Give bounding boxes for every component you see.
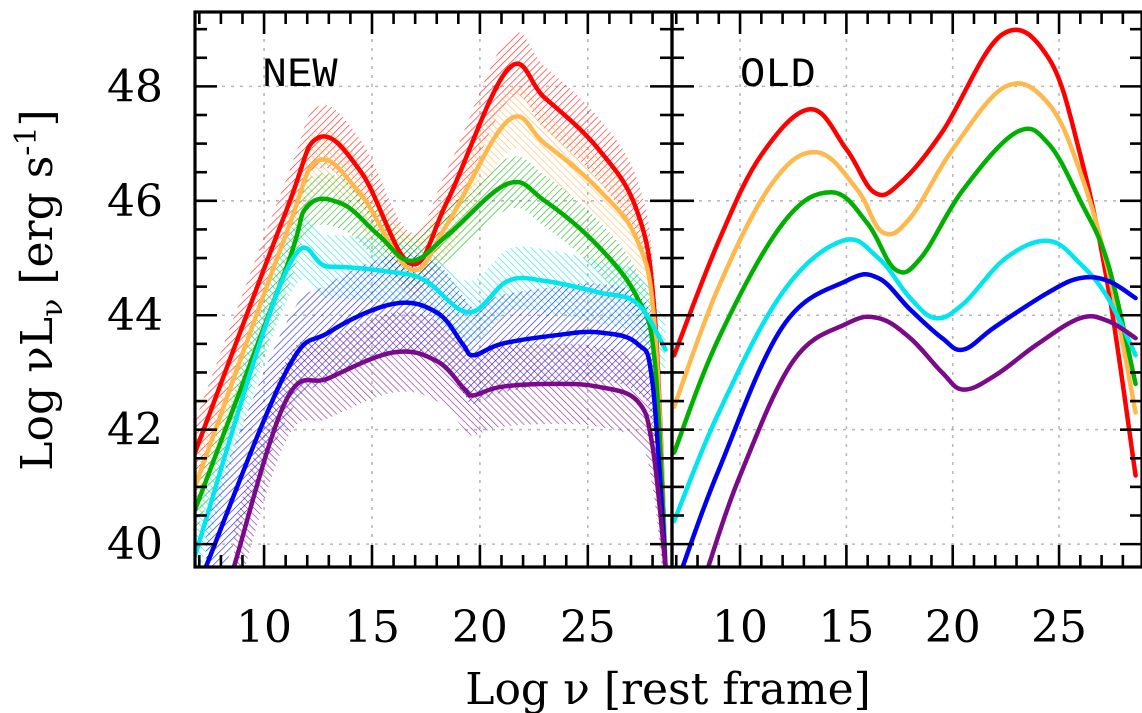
x-tick-label-new-20: 20 [452, 602, 508, 653]
tick-labels: 10 15 20 25 40 42 44 46 48 10 15 20 25 [107, 61, 1087, 653]
y-tick-label-44: 44 [107, 290, 163, 341]
x-axis-label: Log ν [rest frame] [465, 664, 871, 713]
curve-old-4 [680, 272, 1138, 567]
band-new-5 [233, 311, 666, 567]
curve-old-3 [672, 237, 1138, 524]
y-tick-label-46: 46 [107, 176, 163, 227]
band-new-4 [205, 253, 666, 567]
curve-new-0 [195, 61, 668, 567]
x-tick-label-old-10: 10 [712, 602, 768, 653]
panel-label-old: OLD [740, 51, 816, 99]
grid-right [672, 12, 1142, 567]
curve-new-5 [231, 349, 668, 567]
y-tick-label-48: 48 [107, 61, 163, 112]
x-tick-label-new-15: 15 [344, 602, 400, 653]
panel-old: OLD [670, 10, 1142, 569]
sed-curves-new [195, 61, 668, 567]
curve-old-2 [672, 126, 1138, 455]
curve-old-1 [672, 81, 1138, 415]
y-axis-label: Log νLν [erg s-1] [9, 109, 70, 470]
x-tick-label-old-15: 15 [818, 602, 874, 653]
curve-new-4 [203, 300, 668, 567]
curve-new-1 [195, 114, 668, 567]
panel-new: NEW [193, 10, 674, 569]
x-tick-label-new-25: 25 [560, 602, 616, 653]
frame-old [670, 10, 1142, 569]
curve-old-5 [705, 314, 1138, 567]
x-tick-label-new-10: 10 [236, 602, 292, 653]
x-tick-label-old-25: 25 [1031, 602, 1087, 653]
y-tick-label-42: 42 [107, 405, 163, 456]
ticks-left [195, 12, 672, 567]
sed-curves-old [672, 27, 1138, 567]
x-tick-label-old-20: 20 [925, 602, 981, 653]
curve-new-3 [195, 245, 668, 558]
ticks-right [672, 12, 1142, 567]
panel-label-new: NEW [262, 51, 338, 99]
y-tick-label-40: 40 [107, 519, 163, 570]
